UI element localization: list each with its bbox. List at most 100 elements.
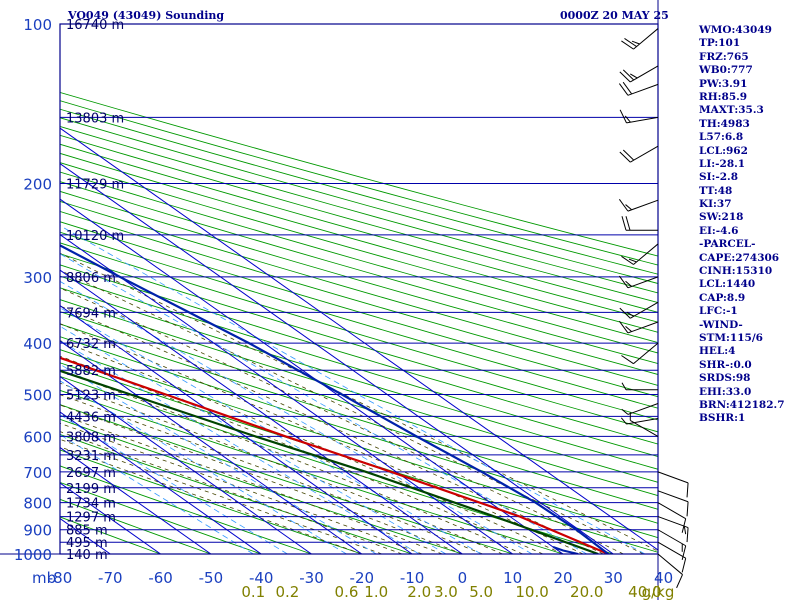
wind-barb-flag xyxy=(620,417,627,425)
wind-barb-flag xyxy=(621,382,627,391)
index-item: CAP:8.9 xyxy=(699,291,746,304)
wind-barb-flag xyxy=(621,408,629,415)
wind-barb-flag xyxy=(631,40,640,45)
isotherm xyxy=(0,24,10,554)
temp-tick-label: -60 xyxy=(148,569,173,587)
isotherm xyxy=(60,127,658,551)
pressure-label: 100 xyxy=(23,16,52,34)
pressure-label: 200 xyxy=(23,176,52,194)
wind-barb xyxy=(657,490,689,517)
wind-barb-flag xyxy=(619,71,631,83)
temp-tick-label: 40 xyxy=(654,569,673,587)
wind-barb-flag xyxy=(676,574,683,589)
wind-barb xyxy=(618,199,659,212)
mixing-ratio-label: 3.0 xyxy=(434,583,458,600)
frame-layer xyxy=(0,0,659,600)
index-item: EHI:33.0 xyxy=(699,385,752,398)
index-item: SRDS:98 xyxy=(699,372,751,385)
wind-barb-flag xyxy=(622,149,635,161)
index-item: L57:6.8 xyxy=(699,131,744,144)
wind-barb-flag xyxy=(686,482,689,498)
wind-barb-staff xyxy=(627,276,659,289)
wind-barb-flag xyxy=(625,216,631,231)
wind-barb xyxy=(657,529,687,560)
index-item: WMO:43049 xyxy=(699,24,772,36)
pressure-label: 1000 xyxy=(14,546,52,564)
index-item: FRZ:765 xyxy=(699,50,749,63)
temp-tick-label: -30 xyxy=(299,569,324,587)
isotherm xyxy=(60,340,363,554)
pressure-label: 800 xyxy=(23,495,52,513)
wind-barb xyxy=(621,216,658,231)
height-label: 3231 m xyxy=(66,449,116,464)
height-label: 885 m xyxy=(66,524,108,539)
wind-barb-flag xyxy=(628,258,637,263)
index-item: PW:3.91 xyxy=(699,77,748,90)
mixing-ratio-line xyxy=(60,280,533,554)
temp-tick-label: 20 xyxy=(553,569,572,587)
wind-barb xyxy=(618,275,659,289)
temperature-line xyxy=(60,356,609,554)
temp-tick-label: 10 xyxy=(503,569,522,587)
wind-barb-flag xyxy=(681,545,687,560)
wind-barb-flag xyxy=(622,81,633,95)
mixing-unit-label: g/kg xyxy=(642,583,675,600)
wind-barb xyxy=(620,417,659,425)
wind-barb-flag xyxy=(618,275,629,289)
wind-barb-staff xyxy=(630,65,659,83)
wind-barb-staff xyxy=(626,417,659,425)
wind-barb-flag xyxy=(621,40,634,50)
temp-tick-label: -70 xyxy=(98,569,123,587)
wind-barb-flag xyxy=(622,69,635,81)
grid-layer xyxy=(0,24,658,554)
height-label: 13803 m xyxy=(66,111,124,126)
height-label: 5123 m xyxy=(66,388,116,403)
wind-barb xyxy=(621,342,659,365)
mixing-ratio-label: 0.6 xyxy=(335,583,359,600)
wind-barb-flag xyxy=(619,109,627,124)
index-item: LCL:962 xyxy=(699,144,748,157)
wind-barb-flag xyxy=(686,501,689,517)
wind-barb-flag xyxy=(625,280,633,287)
height-label: 1734 m xyxy=(66,497,116,512)
wind-barb-staff xyxy=(627,321,659,334)
wind-barb-flag xyxy=(625,326,633,332)
height-label: 2199 m xyxy=(66,482,116,497)
wind-barb-staff xyxy=(630,145,659,163)
wind-barb-staff xyxy=(633,28,659,50)
wind-barb-flag xyxy=(629,73,638,79)
temp-tick-label: -20 xyxy=(350,569,375,587)
height-label: 3808 m xyxy=(66,430,116,445)
height-label: 6732 m xyxy=(66,337,116,352)
index-item: SW:218 xyxy=(699,211,744,224)
wind-barb xyxy=(619,65,659,83)
wind-barb-staff xyxy=(657,529,686,547)
dewpoint-near-surface-line xyxy=(552,546,579,554)
index-item: BRN:412182.7 xyxy=(699,398,785,411)
mixing-ratio-label: 1.0 xyxy=(364,583,388,600)
height-label: 11729 m xyxy=(66,178,124,193)
pressure-label: 500 xyxy=(23,386,52,404)
pressure-label: 600 xyxy=(23,428,52,446)
index-item: BSHR:1 xyxy=(699,412,746,425)
parcel-line xyxy=(60,244,609,554)
wind-barb-staff xyxy=(627,403,659,415)
wind-barb-flag xyxy=(624,115,631,123)
wind-barb xyxy=(621,243,659,265)
wind-barb-staff xyxy=(657,516,689,529)
wind-barb xyxy=(657,471,689,498)
wind-barb-staff xyxy=(627,199,659,212)
mixing-ratio-label: 2.0 xyxy=(407,583,431,600)
wind-barb-flag xyxy=(681,558,687,573)
temp-tick-label: -80 xyxy=(48,569,73,587)
mixing-ratio-line xyxy=(60,340,420,554)
index-item: CINH:15310 xyxy=(699,265,773,278)
wind-barb-staff xyxy=(657,490,689,503)
wind-barb-staff xyxy=(630,301,659,319)
isotherm xyxy=(60,269,463,554)
temp-tick-label: -50 xyxy=(199,569,224,587)
pressure-label: 300 xyxy=(23,269,52,287)
temp-tick-label: -10 xyxy=(400,569,425,587)
